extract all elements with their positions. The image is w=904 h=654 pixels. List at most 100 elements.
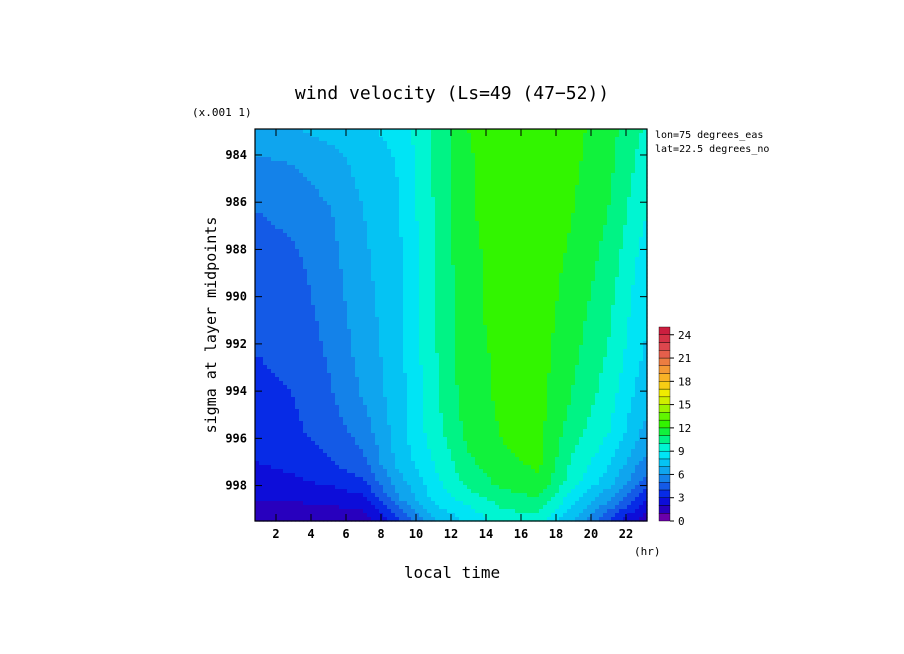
contour-cell	[255, 241, 260, 246]
contour-cell	[291, 329, 296, 334]
contour-cell	[455, 301, 460, 306]
contour-cell	[275, 305, 280, 310]
contour-cell	[459, 173, 464, 178]
contour-cell	[603, 305, 608, 310]
contour-cell	[399, 285, 404, 290]
contour-cell	[519, 149, 524, 154]
contour-cell	[571, 229, 576, 234]
contour-cell	[535, 325, 540, 330]
contour-cell	[643, 317, 648, 322]
contour-cell	[379, 281, 384, 286]
contour-cell	[431, 229, 436, 234]
contour-cell	[323, 237, 328, 242]
contour-cell	[643, 305, 648, 310]
contour-cell	[627, 185, 632, 190]
contour-cell	[611, 325, 616, 330]
contour-cell	[563, 229, 568, 234]
contour-cell	[503, 253, 508, 258]
contour-cell	[299, 253, 304, 258]
contour-cell	[447, 277, 452, 282]
contour-cell	[315, 225, 320, 230]
contour-cell	[419, 205, 424, 210]
contour-cell	[559, 161, 564, 166]
contour-cell	[359, 181, 364, 186]
contour-cell	[551, 297, 556, 302]
contour-cell	[383, 225, 388, 230]
contour-cell	[263, 261, 268, 266]
contour-cell	[283, 213, 288, 218]
contour-cell	[383, 253, 388, 258]
contour-cell	[551, 165, 556, 170]
contour-cell	[619, 209, 624, 214]
contour-cell	[311, 325, 316, 330]
contour-cell	[599, 221, 604, 226]
contour-cell	[315, 321, 320, 326]
contour-cell	[623, 169, 628, 174]
contour-cell	[303, 261, 308, 266]
contour-cell	[571, 249, 576, 254]
contour-cell	[543, 245, 548, 250]
contour-cell	[631, 281, 636, 286]
contour-cell	[395, 261, 400, 266]
contour-cell	[287, 285, 292, 290]
contour-cell	[511, 285, 516, 290]
contour-cell	[399, 141, 404, 146]
contour-cell	[359, 193, 364, 198]
contour-cell	[643, 221, 648, 226]
contour-cell	[351, 149, 356, 154]
contour-cell	[299, 133, 304, 138]
contour-cell	[395, 229, 400, 234]
contour-cell	[535, 321, 540, 326]
contour-cell	[271, 257, 276, 262]
contour-cell	[291, 177, 296, 182]
contour-cell	[611, 161, 616, 166]
contour-cell	[571, 189, 576, 194]
contour-cell	[315, 273, 320, 278]
contour-cell	[275, 181, 280, 186]
contour-cell	[591, 157, 596, 162]
contour-cell	[263, 325, 268, 330]
contour-cell	[571, 273, 576, 278]
contour-cell	[359, 273, 364, 278]
contour-cell	[415, 273, 420, 278]
contour-cell	[619, 185, 624, 190]
contour-cell	[479, 169, 484, 174]
contour-cell	[439, 225, 444, 230]
contour-cell	[431, 245, 436, 250]
contour-cell	[487, 245, 492, 250]
contour-cell	[619, 249, 624, 254]
contour-cell	[315, 245, 320, 250]
contour-cell	[607, 305, 612, 310]
contour-cell	[595, 277, 600, 282]
contour-cell	[515, 141, 520, 146]
contour-cell	[419, 173, 424, 178]
contour-cell	[427, 165, 432, 170]
contour-cell	[407, 193, 412, 198]
contour-cell	[519, 329, 524, 334]
contour-cell	[375, 321, 380, 326]
contour-cell	[583, 201, 588, 206]
contour-cell	[267, 317, 272, 322]
contour-cell	[523, 285, 528, 290]
contour-cell	[507, 225, 512, 230]
contour-cell	[599, 193, 604, 198]
contour-cell	[375, 237, 380, 242]
contour-cell	[591, 225, 596, 230]
contour-cell	[515, 197, 520, 202]
contour-cell	[615, 325, 620, 330]
contour-cell	[387, 141, 392, 146]
contour-cell	[371, 217, 376, 222]
contour-cell	[287, 201, 292, 206]
contour-cell	[507, 229, 512, 234]
contour-cell	[331, 213, 336, 218]
contour-cell	[407, 225, 412, 230]
contour-cell	[479, 209, 484, 214]
contour-cell	[419, 329, 424, 334]
contour-cell	[447, 137, 452, 142]
contour-cell	[419, 305, 424, 310]
contour-cell	[519, 237, 524, 242]
contour-cell	[419, 229, 424, 234]
contour-cell	[567, 317, 572, 322]
contour-cell	[347, 197, 352, 202]
contour-cell	[295, 321, 300, 326]
